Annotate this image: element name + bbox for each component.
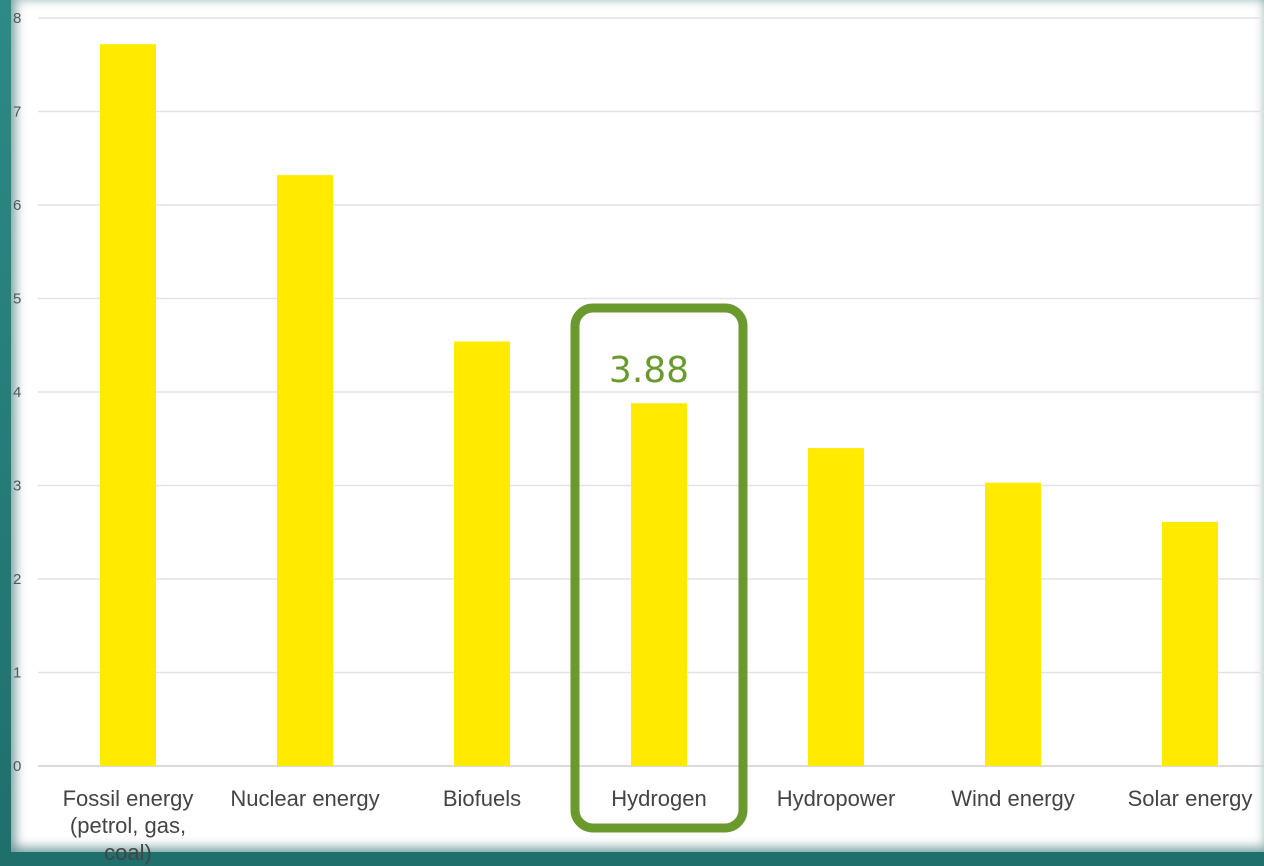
x-tick-label-4: Hydropower [777,786,896,811]
bar-5 [985,482,1041,766]
y-tick-label-6: 6 [13,197,21,214]
x-tick-label-6: Solar energy [1128,786,1253,811]
y-tick-label-4: 4 [13,384,21,401]
x-tick-label-5: Wind energy [951,786,1075,811]
y-tick-label-1: 1 [13,665,21,682]
highlight-box [570,303,748,833]
bar-2 [454,341,510,766]
y-tick-label-7: 7 [13,104,21,121]
y-tick-label-2: 2 [13,571,21,588]
x-tick-label-2: Biofuels [443,786,521,811]
bar-6 [1162,521,1218,766]
bar-0 [100,44,156,767]
y-tick-label-5: 5 [13,291,21,308]
y-tick-label-8: 8 [13,10,21,27]
bar-4 [808,448,864,766]
highlight-value-label: 3.88 [609,350,689,391]
bar-1 [277,175,333,766]
x-tick-label-1: Nuclear energy [230,786,379,811]
x-tick-label-3: Hydrogen [611,786,706,811]
x-tick-label-0: Fossil energy (petrol, gas, coal) [63,786,194,865]
y-tick-label-0: 0 [13,758,21,775]
bar-3 [631,403,687,766]
y-tick-label-3: 3 [13,478,21,495]
